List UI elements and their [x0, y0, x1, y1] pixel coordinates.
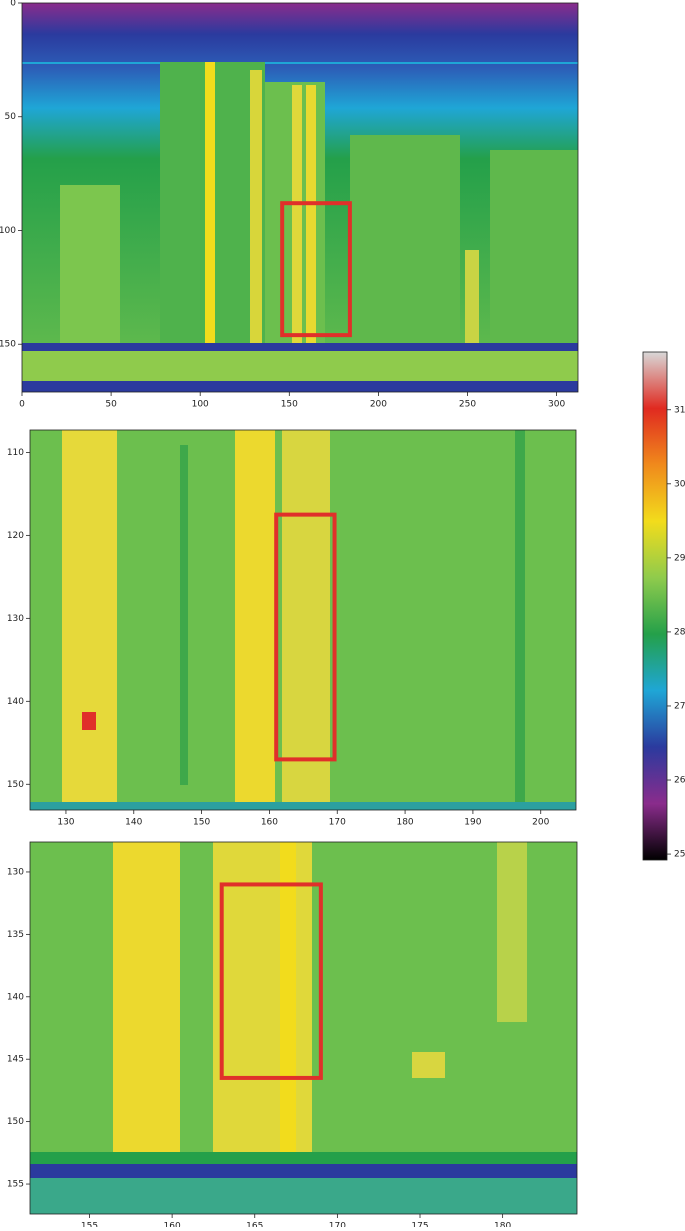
y-tick-label: 130: [7, 867, 24, 877]
x-tick-label: 155: [81, 1222, 98, 1228]
y-tick-label: 110: [7, 448, 24, 458]
image-panel-3: [30, 842, 577, 1214]
x-tick-label: 175: [411, 1222, 428, 1228]
y-tick-label: 145: [7, 1055, 24, 1065]
x-tick-label: 165: [246, 1222, 263, 1228]
colorbar-tick-label: 26: [674, 776, 685, 786]
y-tick-label: 120: [7, 531, 24, 541]
highlight-box: [219, 882, 323, 1080]
x-tick-label: 150: [281, 400, 298, 410]
image-panel-1: [22, 3, 578, 392]
y-tick-label: 130: [7, 614, 24, 624]
x-tick-label: 130: [57, 818, 74, 828]
x-tick-label: 100: [192, 400, 209, 410]
x-tick-label: 170: [329, 818, 346, 828]
y-tick-label: 150: [0, 340, 16, 350]
x-tick-label: 150: [193, 818, 210, 828]
plot-frame: [29, 429, 577, 811]
x-tick-label: 50: [105, 400, 117, 410]
highlight-box: [274, 512, 337, 762]
y-tick-label: 135: [7, 930, 24, 940]
y-tick-label: 150: [7, 1117, 24, 1127]
colorbar-tick-label: 28: [674, 627, 685, 637]
x-tick-label: 0: [19, 400, 25, 410]
colorbar-tick-label: 30: [674, 479, 685, 489]
colorbar-tick-label: 25: [674, 850, 685, 860]
image-panel-2: [30, 430, 576, 810]
x-tick-label: 190: [464, 818, 481, 828]
x-tick-label: 160: [164, 1222, 181, 1228]
y-tick-label: 0: [10, 0, 16, 9]
colorbar-tick-label: 27: [674, 701, 685, 711]
x-tick-label: 170: [329, 1222, 346, 1228]
x-tick-label: 200: [532, 818, 549, 828]
y-tick-label: 150: [7, 780, 24, 790]
x-tick-label: 250: [459, 400, 476, 410]
x-tick-label: 300: [548, 400, 565, 410]
plot-frame: [21, 2, 579, 393]
plot-frame: [29, 841, 578, 1215]
y-tick-label: 155: [7, 1180, 24, 1190]
x-tick-label: 160: [261, 818, 278, 828]
y-tick-label: 140: [7, 992, 24, 1002]
colorbar-tick-label: 31: [674, 405, 685, 415]
x-tick-label: 180: [396, 818, 413, 828]
y-tick-label: 50: [5, 112, 17, 122]
y-tick-label: 100: [0, 226, 16, 236]
colorbar: [642, 351, 668, 861]
x-tick-label: 180: [494, 1222, 511, 1228]
highlight-box: [280, 201, 352, 338]
colorbar-tick-label: 29: [674, 553, 685, 563]
y-tick-label: 140: [7, 697, 24, 707]
x-tick-label: 140: [125, 818, 142, 828]
x-tick-label: 200: [370, 400, 387, 410]
